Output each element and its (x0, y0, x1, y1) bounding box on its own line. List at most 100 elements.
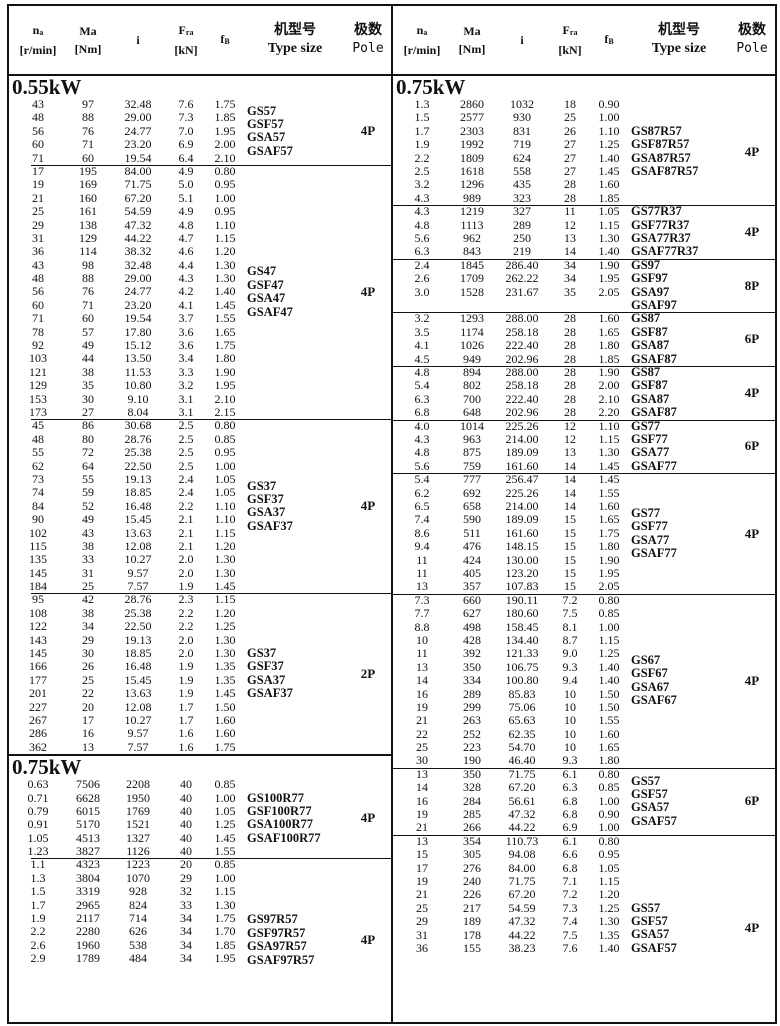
fb-cell: 0.85 (214, 431, 236, 446)
ma-cell: 357 (463, 579, 481, 594)
fb-cell: 1.15 (214, 884, 236, 899)
fra-cell: 2.1 (178, 525, 194, 540)
ma-cell: 392 (463, 646, 481, 661)
fb-cell: 2.10 (214, 150, 236, 165)
header-ma: Ma [Nm] (67, 22, 109, 58)
fra-cell: 6.9 (178, 137, 194, 152)
fra-cell: 4.1 (178, 297, 194, 312)
i-cell: 22.50 (124, 458, 152, 473)
i-cell: 19.54 (124, 311, 152, 326)
table-row: 2.5 1618 558 27 1.45 (393, 164, 629, 178)
header-i: i (520, 33, 524, 47)
ma-cell: 276 (463, 860, 481, 875)
ma-cell: 285 (463, 807, 481, 822)
fra-cell: 2.1 (178, 512, 194, 527)
fb-cell: 0.90 (598, 807, 620, 822)
type-size: GSA37 (247, 505, 286, 520)
fra-cell: 3.7 (178, 311, 194, 326)
i-cell: 1070 (126, 870, 150, 885)
table-row: 92 49 15.12 3.6 1.75 (9, 338, 245, 352)
type-size: GSAF57 (631, 940, 677, 955)
group-rows: 1.1 4323 1223 20 0.85 1.3 3804 1070 29 1.00 1.5 331… (9, 858, 245, 1022)
na-cell: 115 (29, 538, 47, 553)
ma-unit: [Nm] (74, 42, 102, 56)
table-row: 173 27 8.04 3.1 2.15 (9, 404, 245, 419)
fb-cell: 1.90 (598, 365, 620, 379)
ma-cell: 17 (82, 712, 94, 727)
ma-cell: 962 (463, 230, 481, 245)
fra-cell: 2.5 (178, 445, 194, 460)
fb-cell: 1.30 (598, 914, 620, 929)
fb-cell: 1.60 (598, 499, 620, 514)
table-row: 25 217 54.59 7.3 1.25 (393, 901, 629, 915)
type-size: GSF77R37 (631, 217, 690, 232)
fb-cell: 1.45 (214, 686, 236, 701)
pole-count: 4P (744, 223, 760, 239)
fb-cell: 1.55 (598, 713, 620, 728)
ma-cell: 350 (463, 766, 481, 781)
na-label: n (32, 23, 40, 37)
na-cell: 4.5 (414, 351, 430, 366)
ma-cell: 658 (463, 499, 481, 514)
type-size: GS97R57 (247, 912, 298, 927)
fb-cell: 0.95 (214, 204, 236, 219)
fb-cell: 0.85 (214, 777, 236, 792)
type-size: GSAF47 (247, 304, 293, 319)
header-i: i (136, 33, 140, 47)
na-cell: 1.9 (30, 911, 46, 926)
na-cell: 30 (416, 753, 428, 768)
ma-cell: 289 (463, 686, 481, 701)
type-size-list: GS87R57 GSF87R57 GSA87R57 GSAF87R57 (629, 98, 729, 205)
table-row: 21 266 44.22 6.9 1.00 (393, 821, 629, 835)
table-row: 0.91 5170 1521 40 1.25 (9, 817, 245, 831)
table-row: 5.4 777 256.47 14 1.45 (393, 472, 629, 486)
ma-cell: 25 (82, 579, 94, 594)
fra-cell: 28 (564, 365, 576, 379)
ma-cell: 6015 (76, 803, 100, 818)
na-cell: 25 (416, 740, 428, 755)
ma-cell: 424 (463, 552, 481, 567)
ma-cell: 405 (463, 565, 481, 580)
table-row: 17 195 84.00 4.9 0.80 (9, 164, 245, 178)
i-cell: 484 (129, 951, 147, 966)
i-cell: 262.22 (505, 271, 539, 286)
group-rows: 0.63 7506 2208 40 0.85 0.71 6628 1950 40 1.00 0.79… (9, 777, 245, 858)
group-rows: 4.0 1014 225.26 12 1.10 4.3 963 214.00 12 1.15 4.8… (393, 419, 629, 474)
type-size: GSAF77R37 (631, 244, 699, 259)
ma-cell: 178 (463, 927, 481, 942)
fb-cell: 1.10 (598, 123, 620, 138)
table-row: 22 252 62.35 10 1.60 (393, 727, 629, 741)
na-cell: 1.1 (30, 857, 46, 872)
ma-cell: 2965 (76, 897, 100, 912)
type-size: GSF77 (631, 432, 668, 447)
ma-cell: 1709 (460, 271, 484, 286)
fb-cell: 1.05 (214, 471, 236, 486)
pole-count: 4P (360, 123, 376, 139)
fra-cell: 2.2 (178, 605, 194, 620)
fb-cell: 1.85 (214, 110, 236, 125)
i-cell: 67.20 (508, 780, 536, 795)
fb-cell: 1.25 (214, 619, 236, 634)
table-row: 6.5 658 214.00 14 1.60 (393, 499, 629, 514)
fra-cell: 3.1 (178, 404, 194, 419)
i-cell: 84.00 (508, 860, 536, 875)
fra-unit: [kN] (558, 43, 582, 57)
table-row: 1.3 2860 1032 18 0.90 (393, 97, 629, 111)
i-cell: 25.38 (124, 445, 152, 460)
ma-cell: 3319 (76, 884, 100, 899)
fra-cell: 34 (180, 924, 192, 939)
fb-cell: 1.75 (214, 911, 236, 926)
i-cell: 16.48 (124, 659, 152, 674)
na-cell: 13 (416, 833, 428, 848)
fb-cell: 2.10 (214, 391, 236, 406)
type-size: GSF97R57 (247, 925, 306, 940)
ma-cell: 25 (82, 672, 94, 687)
group-rows: 45 86 30.68 2.5 0.80 48 80 28.76 2.5 0.85 55 72 25.3… (9, 418, 245, 594)
table-row: 2.4 1845 286.40 34 1.90 (393, 258, 629, 272)
fra-cell: 33 (180, 897, 192, 912)
ma-unit: [Nm] (458, 42, 486, 56)
fb-cell: 0.95 (214, 177, 236, 192)
fra-cell: 2.4 (178, 471, 194, 486)
table-row: 3.0 1528 231.67 35 2.05 (393, 285, 629, 299)
ma-cell: 949 (463, 351, 481, 366)
